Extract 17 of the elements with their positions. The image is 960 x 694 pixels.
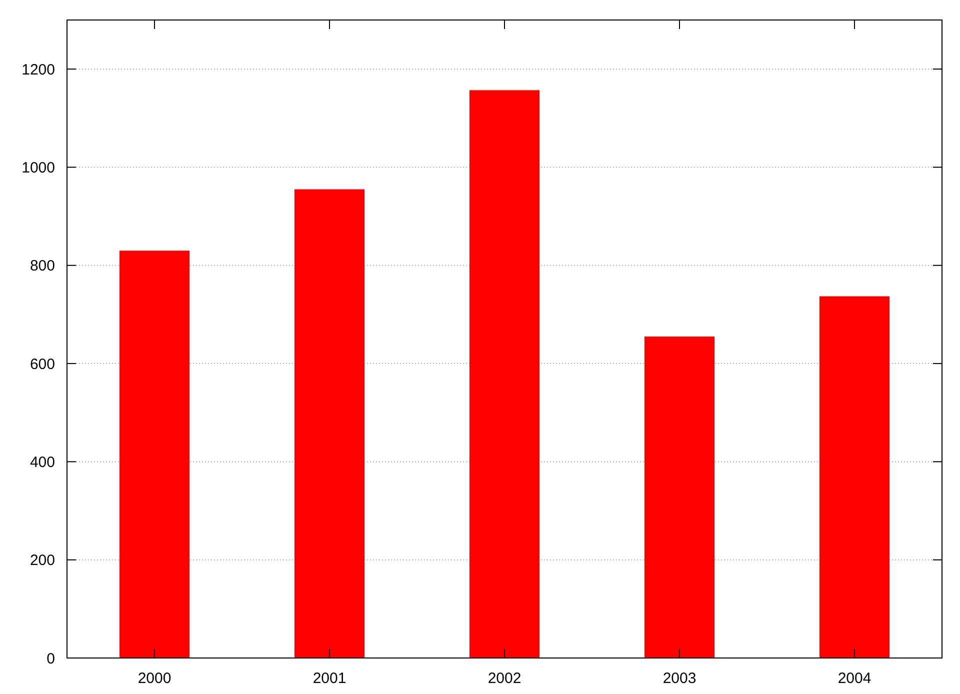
bar bbox=[470, 90, 540, 658]
x-tick-label: 2001 bbox=[312, 670, 346, 687]
y-tick-label: 400 bbox=[30, 454, 55, 471]
y-tick-label: 800 bbox=[30, 258, 55, 275]
x-tick-label: 2004 bbox=[838, 670, 872, 687]
y-tick-label: 0 bbox=[46, 650, 55, 668]
bar bbox=[294, 189, 364, 658]
bar bbox=[644, 336, 714, 658]
y-tick-label: 200 bbox=[30, 552, 55, 570]
y-tick-label: 1000 bbox=[22, 159, 55, 176]
y-tick-label: 600 bbox=[30, 356, 55, 373]
y-tick-label: 1200 bbox=[22, 61, 55, 78]
bar bbox=[120, 250, 190, 658]
x-tick-label: 2000 bbox=[138, 670, 172, 687]
x-tick-label: 2002 bbox=[488, 670, 522, 687]
x-tick-label: 2003 bbox=[662, 670, 696, 687]
bar bbox=[820, 296, 890, 658]
